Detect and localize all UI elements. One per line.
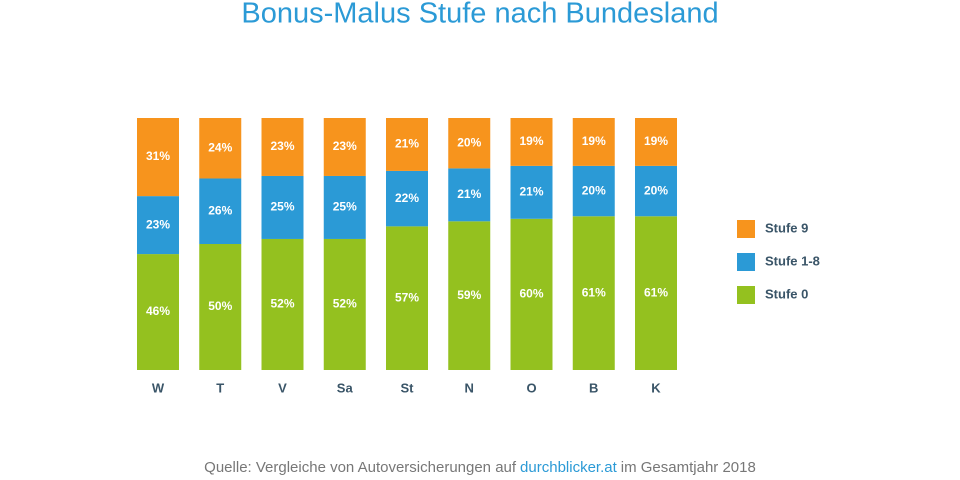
bar-segment [635, 216, 677, 370]
bar-segment [323, 118, 366, 176]
bar-segment [323, 238, 366, 370]
bar-segment [572, 165, 615, 217]
data-label: 19% [519, 134, 543, 148]
data-label: 61% [582, 285, 606, 299]
data-label: 23% [146, 217, 170, 231]
source-text: im Gesamtjahr 2018 [621, 459, 756, 476]
legend-label: Stufe 1-8 [765, 253, 820, 268]
bar-segment [448, 168, 491, 222]
bar-segment [510, 218, 553, 370]
bar-segment [137, 254, 179, 370]
legend-swatch [737, 220, 755, 238]
data-label: 26% [208, 203, 232, 217]
bar-segment [572, 118, 615, 166]
x-tick-label: T [216, 380, 224, 395]
data-label: 20% [457, 135, 481, 149]
bar-segment [199, 244, 242, 370]
data-label: 31% [146, 149, 170, 163]
data-label: 25% [270, 200, 294, 214]
data-label: 21% [395, 137, 419, 151]
data-label: 25% [333, 200, 357, 214]
data-label: 52% [333, 297, 357, 311]
x-tick-label: B [589, 380, 598, 395]
source-text: Quelle: Vergleiche von Autoversicherunge… [204, 459, 517, 476]
data-label: 20% [582, 183, 606, 197]
bar-segment [510, 165, 553, 219]
data-label: 21% [519, 185, 543, 199]
data-label: 46% [146, 304, 170, 318]
bar-segment [635, 165, 677, 217]
x-tick-label: Sa [337, 380, 354, 395]
x-tick-label: V [278, 380, 287, 395]
bar-segment [448, 118, 491, 169]
bar-segment [199, 178, 242, 244]
data-label: 21% [457, 187, 481, 201]
data-label: 61% [644, 285, 668, 299]
x-tick-label: St [401, 380, 415, 395]
data-label: 22% [395, 191, 419, 205]
bar-segment [137, 118, 179, 197]
bar-segment [386, 170, 428, 227]
bar-segment [261, 175, 304, 239]
bar-segment [261, 118, 304, 176]
bar-segment [386, 226, 428, 370]
bar-segment [448, 221, 491, 370]
legend-swatch [737, 286, 755, 304]
data-label: 60% [519, 287, 543, 301]
bar-segment [323, 175, 366, 239]
source-link[interactable]: durchblicker.at [520, 459, 618, 476]
data-label: 23% [270, 139, 294, 153]
data-label: 19% [582, 134, 606, 148]
x-tick-label: K [651, 380, 661, 395]
data-label: 24% [208, 140, 232, 154]
legend-swatch [737, 253, 755, 271]
bar-segment [261, 238, 304, 370]
legend-label: Stufe 0 [765, 286, 808, 301]
data-label: 19% [644, 134, 668, 148]
data-label: 20% [644, 183, 668, 197]
bar-segment [137, 196, 179, 255]
source-note: Quelle: Vergleiche von Autoversicherunge… [204, 459, 756, 476]
x-tick-label: O [526, 380, 536, 395]
x-tick-label: N [465, 380, 474, 395]
data-label: 50% [208, 299, 232, 313]
bar-segment [572, 216, 615, 370]
data-label: 52% [270, 297, 294, 311]
bar-segment [510, 118, 553, 166]
bar-segment [635, 118, 677, 166]
x-tick-label: W [152, 380, 165, 395]
chart-title: Bonus-Malus Stufe nach Bundesland [241, 0, 718, 30]
bar-segment [199, 118, 242, 179]
data-label: 57% [395, 290, 419, 304]
data-label: 59% [457, 288, 481, 302]
bar-segment [386, 118, 428, 171]
data-label: 23% [333, 139, 357, 153]
legend-label: Stufe 9 [765, 220, 808, 235]
